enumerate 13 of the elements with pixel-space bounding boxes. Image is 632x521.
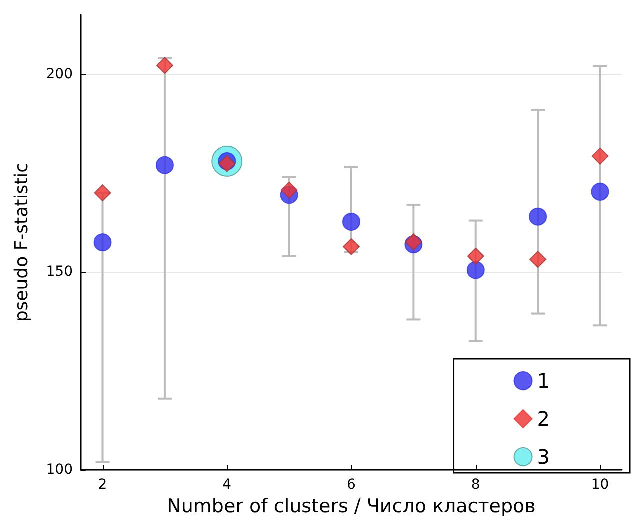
x-tick-label: 8 (471, 477, 480, 494)
y-axis-title: pseudo F-statistic (12, 162, 32, 322)
x-axis-title: Number of clusters / Число кластеров (167, 496, 536, 518)
x-tick-label: 2 (98, 477, 108, 494)
x-tick-label: 10 (591, 477, 610, 494)
y-tick-label: 100 (46, 462, 73, 478)
y-tick-label: 150 (46, 264, 73, 280)
x-tick-label: 6 (347, 477, 356, 494)
legend-label: 2 (537, 407, 550, 431)
legend-label: 3 (537, 445, 550, 469)
x-tick-label: 4 (222, 477, 232, 494)
y-tick-label: 200 (46, 66, 73, 82)
legend-label: 1 (537, 369, 550, 393)
